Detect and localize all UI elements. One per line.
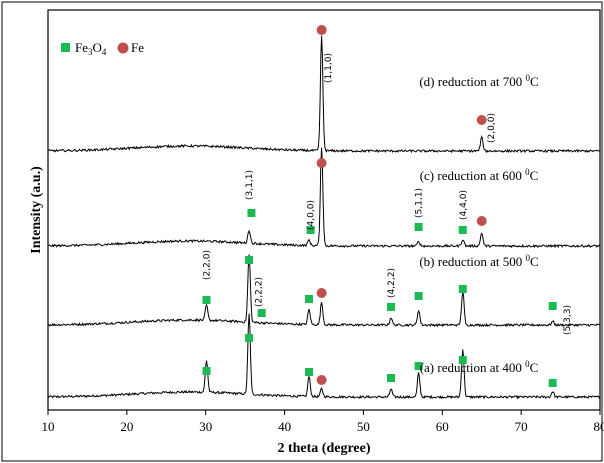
fe3o4-marker [387,303,396,311]
fe3o4-marker [247,209,256,217]
hkl-label: (3,1,1) [245,170,255,200]
legend-fe3o4-marker [61,43,70,52]
x-tick-label: 60 [436,419,449,434]
series-trace-3 [47,147,601,249]
hkl-label: (2,2,2) [255,277,265,307]
fe-marker [316,25,327,35]
fe3o4-marker [458,356,467,364]
series-trace-2 [47,254,601,328]
fe3o4-marker [305,368,314,376]
legend-fe-marker [117,42,129,54]
fe3o4-marker [245,256,254,264]
fe3o4-marker [414,223,423,231]
series-label-4: (d) reduction at 700 0C [419,73,538,89]
series-trace-4 [47,35,601,154]
fe-marker [476,216,487,226]
x-axis-label: 2 theta (degree) [277,441,370,456]
fe3o4-marker [245,334,254,342]
x-tick-label: 10 [42,419,55,434]
hkl-label: (4,4,0) [459,190,469,220]
x-tick-label: 70 [515,419,528,434]
fe3o4-marker [387,374,396,382]
plot-frame [47,9,601,411]
hkl-label: (2,2,0) [203,250,213,280]
hkl-label: (4,2,2) [387,268,397,298]
fe3o4-marker [305,295,314,303]
fe3o4-marker [548,379,557,387]
fe3o4-marker [548,302,557,310]
fe3o4-marker [414,292,423,300]
fe3o4-marker [306,226,315,234]
fe-marker [316,288,327,298]
fe3o4-marker [458,226,467,234]
fe3o4-marker [257,309,266,317]
hkl-label: (1,1,0) [324,53,334,83]
legend: Fe3O4 Fe [61,40,144,57]
legend-fe-label: Fe [131,40,144,55]
fe3o4-marker [414,362,423,370]
fe-marker [316,158,327,168]
fe-marker [316,375,327,385]
series-label-3: (c) reduction at 600 0C [420,167,539,183]
series-label-2: (b) reduction at 500 0C [419,253,538,269]
traces [47,35,601,400]
x-tick-label: 30 [199,419,212,434]
series-label-1: (a) reduction at 400 0C [420,359,539,375]
x-tick-label: 80 [594,419,604,434]
x-tick-label: 50 [357,419,370,434]
series-trace-1 [47,313,600,400]
x-tick-label: 40 [278,419,291,434]
x-tick-label: 20 [120,419,133,434]
fe3o4-marker [202,367,211,375]
hkl-label: (4,0,0) [307,200,317,230]
fe3o4-marker [458,285,467,293]
series-labels: (a) reduction at 400 0C (b) reduction at … [419,73,538,375]
hkl-labels: (2,2,0) (2,2,2) (4,2,2) (5,3,3) (3,1,1) (4,0,… [203,53,573,335]
hkl-label: (5,1,1) [415,188,425,218]
hkl-label: (5,3,3) [563,305,573,335]
markers [202,25,557,387]
y-axis-label: Intensity (a.u.) [29,166,44,254]
fe3o4-marker [202,296,211,304]
x-ticks: 10 20 30 40 50 60 70 80 [42,410,604,434]
hkl-label: (2,0,0) [487,113,497,143]
legend-fe3o4-label: Fe3O4 [75,40,107,57]
fe-marker [476,115,487,125]
